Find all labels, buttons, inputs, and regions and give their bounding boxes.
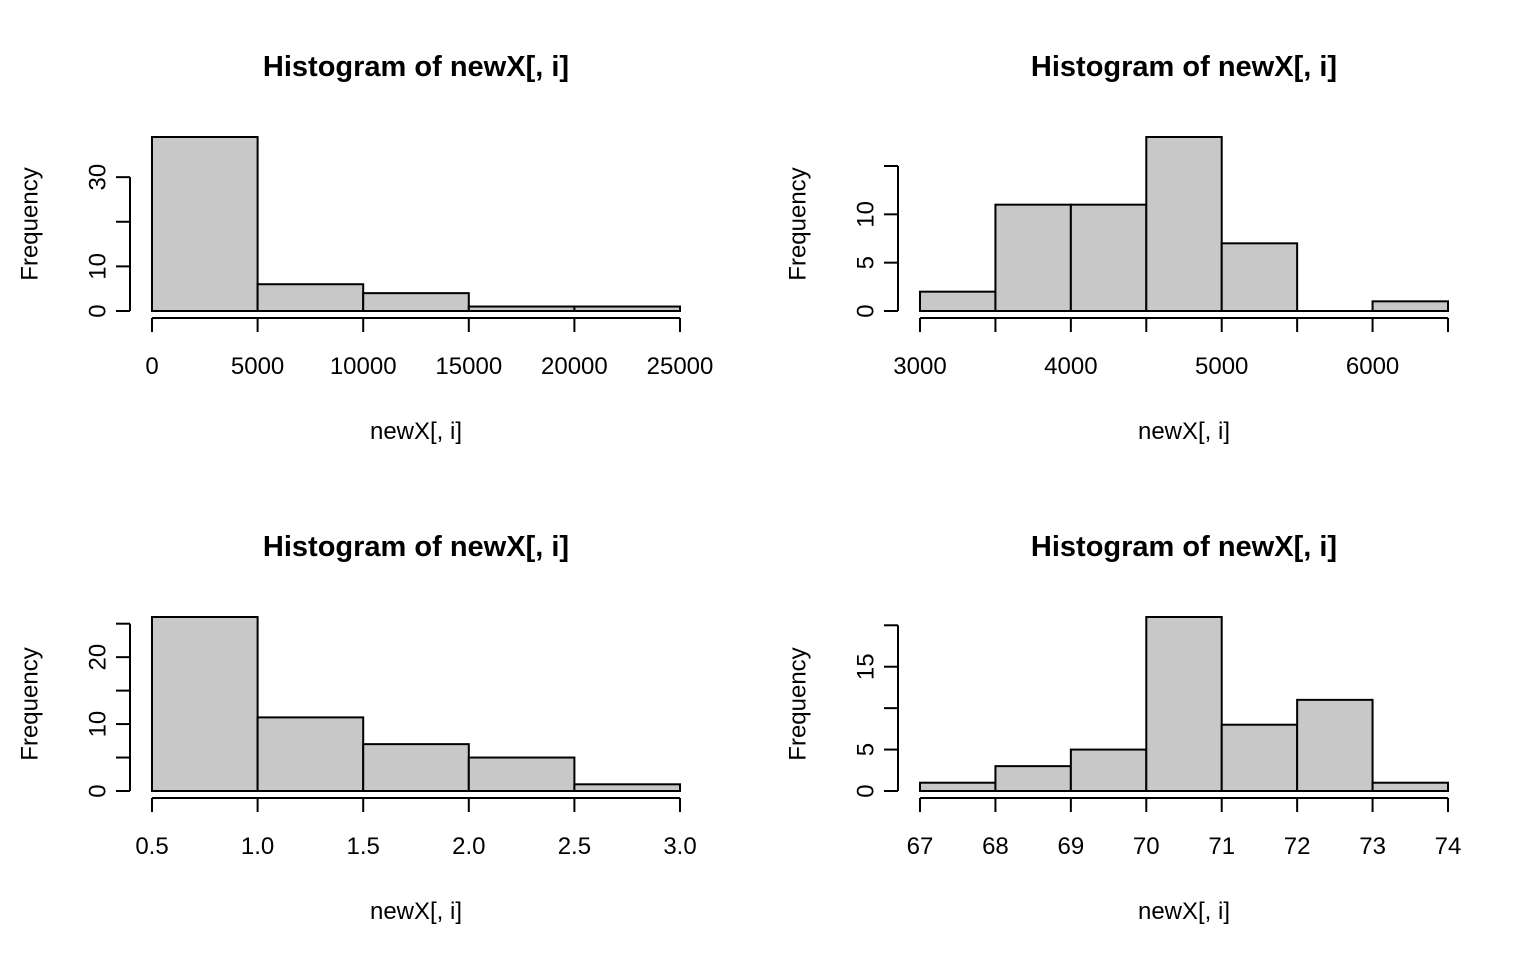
histogram-bar [1069, 203, 1148, 313]
histogram-panel-4: Histogram of newX[, i] 67 68 69 70 71 72 73 74 ne… [785, 531, 1462, 925]
y-tick-label: 10 [853, 201, 880, 228]
x-tick-label: 71 [1208, 833, 1235, 860]
histogram-bar [994, 203, 1072, 313]
histogram-panel-2: Histogram of newX[, i] 3000 4000 5000 6000 ne… [785, 51, 1449, 445]
histogram-bar [573, 783, 682, 792]
histogram-bar [1145, 616, 1223, 792]
y-tick-label: 5 [853, 743, 880, 756]
chart-title: Histogram of newX[, i] [263, 51, 569, 83]
y-axis-label: Frequency [17, 167, 44, 280]
x-tick-label: 0.5 [135, 833, 168, 860]
histogram-bar [919, 290, 997, 312]
histogram-bar [1069, 748, 1148, 792]
histogram-bar [151, 616, 259, 792]
x-axis-label: newX[, i] [370, 418, 462, 445]
y-tick-label: 0 [85, 784, 112, 797]
x-tick-label: 1.5 [347, 833, 380, 860]
histogram-bar [994, 765, 1072, 793]
y-tick-label: 20 [85, 644, 112, 671]
histogram-bar [1220, 723, 1299, 793]
histogram-bar [151, 136, 259, 312]
histogram-bar [467, 305, 576, 312]
x-tick-label: 67 [907, 833, 934, 860]
y-tick-label: 10 [85, 711, 112, 738]
histogram-bar [1145, 136, 1223, 312]
x-tick-label: 74 [1435, 833, 1462, 860]
y-tick-label: 0 [85, 304, 112, 317]
y-axis-label: Frequency [17, 647, 44, 760]
y-axis-label: Frequency [785, 167, 812, 280]
x-tick-label: 15000 [435, 353, 502, 380]
y-tick-label: 15 [853, 653, 880, 680]
x-axis-label: newX[, i] [1138, 418, 1230, 445]
x-tick-label: 69 [1058, 833, 1085, 860]
x-tick-label: 25000 [647, 353, 714, 380]
x-tick-label: 2.0 [452, 833, 485, 860]
histogram-bar [1371, 781, 1449, 793]
x-tick-label: 6000 [1346, 353, 1399, 380]
x-tick-label: 4000 [1044, 353, 1097, 380]
histogram-bar [1296, 698, 1374, 792]
histogram-bar [1371, 300, 1449, 313]
x-axis-label: newX[, i] [370, 898, 462, 925]
y-tick-label: 30 [85, 164, 112, 191]
y-tick-label: 0 [853, 784, 880, 797]
x-tick-label: 5000 [1195, 353, 1248, 380]
y-tick-label: 5 [853, 256, 880, 269]
x-tick-label: 3.0 [663, 833, 696, 860]
chart-title: Histogram of newX[, i] [263, 531, 569, 563]
histogram-panel-3: Histogram of newX[, i] 0.5 1.0 1.5 2.0 2.5 3.0… [17, 531, 697, 925]
x-tick-label: 0 [145, 353, 158, 380]
x-tick-label: 1.0 [241, 833, 274, 860]
histogram-bar [573, 305, 682, 312]
x-tick-label: 20000 [541, 353, 608, 380]
y-tick-label: 0 [853, 304, 880, 317]
chart-title: Histogram of newX[, i] [1031, 51, 1337, 83]
x-axis-label: newX[, i] [1138, 898, 1230, 925]
x-tick-label: 68 [982, 833, 1009, 860]
histogram-bar [256, 716, 365, 793]
histogram-bar [1220, 242, 1299, 312]
x-tick-label: 73 [1359, 833, 1386, 860]
histogram-bar [919, 781, 997, 793]
y-axis-label: Frequency [785, 647, 812, 760]
y-tick-label: 10 [85, 253, 112, 280]
x-tick-label: 72 [1284, 833, 1311, 860]
x-tick-label: 10000 [330, 353, 397, 380]
histogram-panel-1: Histogram of newX[, i] 0 5000 10000 15000 200… [17, 51, 714, 445]
x-tick-label: 70 [1133, 833, 1160, 860]
x-tick-label: 3000 [893, 353, 946, 380]
histogram-bar [362, 292, 470, 312]
x-tick-label: 2.5 [558, 833, 591, 860]
histogram-bar [362, 743, 470, 793]
chart-title: Histogram of newX[, i] [1031, 531, 1337, 563]
histogram-bar [256, 283, 365, 313]
histogram-bar [467, 756, 576, 792]
x-tick-label: 5000 [231, 353, 284, 380]
